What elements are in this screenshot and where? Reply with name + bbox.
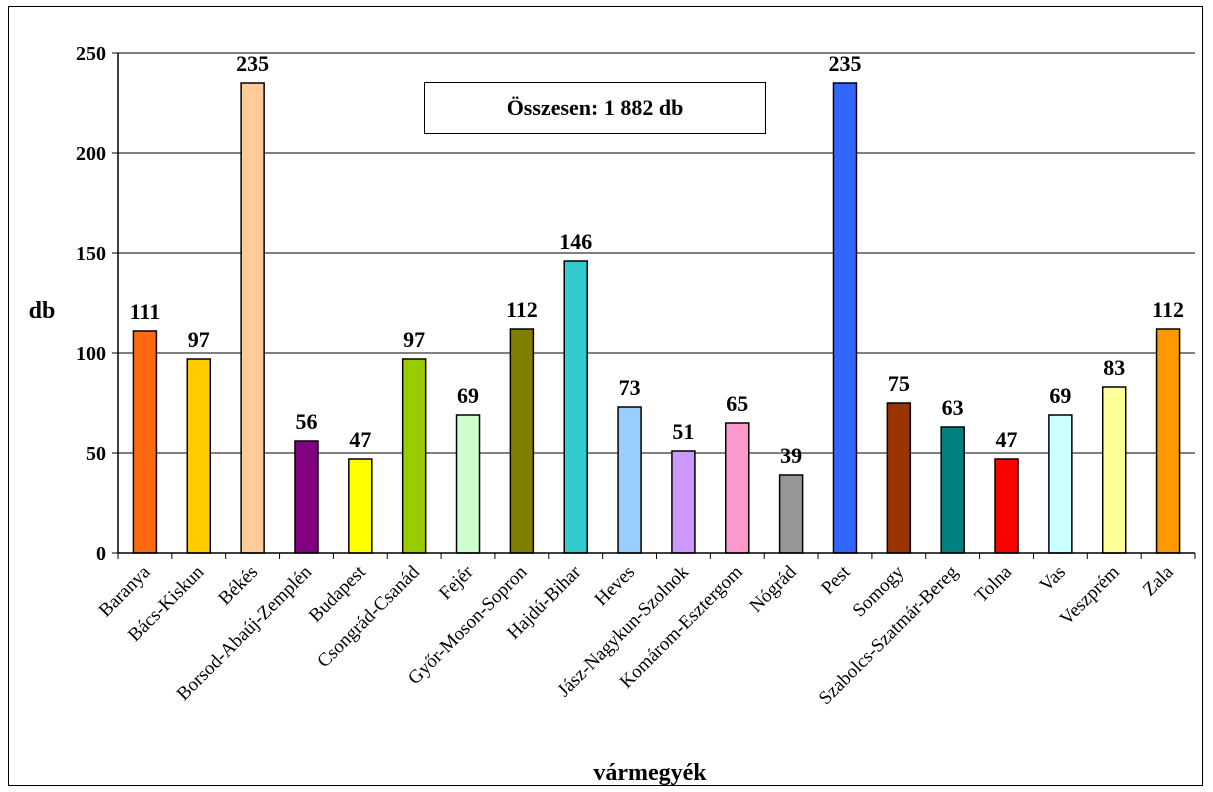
bar-szabolcs-szatmár-bereg [940,426,965,554]
bar-győr-moson-sopron [509,328,535,554]
y-tick-label: 0 [96,543,106,565]
y-tick-label: 250 [76,43,106,65]
category-label: Vas [1036,562,1070,596]
bar-veszprém [1101,386,1127,554]
bar-hajdú-bihar [563,260,588,554]
category-label: Nógrád [746,561,801,616]
y-axis-title: db [29,298,56,324]
category-label: Zala [1139,561,1178,600]
data-label: 97 [188,327,210,352]
data-label: 112 [506,297,538,322]
bar-zala [1155,328,1181,554]
data-labels: 111 97 235 56 47 97 69 112 146 73 51 65 39 235 75 63 47 6… [130,51,1184,468]
x-axis-title: vármegyék [593,760,707,786]
data-label: 235 [828,51,861,76]
bar-fejér [455,414,481,554]
data-label: 56 [295,409,317,434]
bar-vas [1048,414,1073,554]
bar-heves [617,406,642,554]
axes [112,52,1196,559]
y-tick-label: 100 [76,343,106,365]
data-label: 83 [1103,355,1125,380]
bars [132,82,1181,554]
data-label: 111 [130,299,161,324]
data-label: 47 [996,427,1018,452]
data-label: 235 [236,51,269,76]
y-tick-labels: 0 50 100 150 200 250 [76,43,106,565]
data-label: 146 [559,229,592,254]
data-label: 39 [780,443,802,468]
category-label: Pest [817,561,855,599]
data-label: 112 [1152,297,1184,322]
data-label: 63 [942,395,964,420]
bar-csongrád-csanád [401,358,427,554]
data-label: 47 [349,427,371,452]
bar-somogy [886,402,912,554]
bar-budapest [348,458,373,554]
total-annotation: Összesen: 1 882 db [424,82,766,134]
category-label: Veszprém [1056,562,1124,630]
category-label: Békés [214,562,262,610]
category-label: Csongrád-Csanád [313,561,424,672]
category-label: Tolna [971,561,1017,607]
y-tick-label: 150 [76,243,106,265]
y-tick-label: 50 [86,443,106,465]
bar-tolna [994,458,1019,554]
bar-baranya [132,330,158,554]
y-tick-label: 200 [76,143,106,165]
data-label: 97 [403,327,425,352]
bar-pest [832,82,858,554]
data-label: 69 [457,383,479,408]
data-label: 51 [672,419,694,444]
data-label: 69 [1049,383,1071,408]
data-label: 75 [888,371,910,396]
data-label: 65 [726,391,748,416]
bar-jász-nagykun-szolnok [671,450,696,554]
bar-nógrád [778,474,804,554]
category-label: Fejér [435,561,478,604]
data-label: 73 [619,375,641,400]
bar-borsod-abaúj-zemplén [294,440,319,554]
bar-bács-kiskun [186,358,212,554]
category-label: Heves [591,562,639,610]
bar-békés [240,82,265,554]
bar-komárom-esztergom [725,422,750,554]
